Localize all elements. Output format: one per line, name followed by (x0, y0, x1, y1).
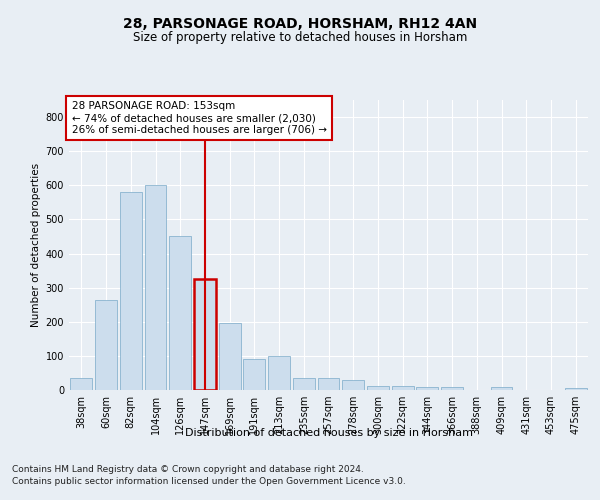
Bar (95, 300, 117, 390)
Bar (416, 386, 438, 390)
Bar (392, 386, 413, 390)
Bar (120, 192, 142, 390)
Bar (293, 378, 314, 390)
Bar (343, 380, 364, 390)
Bar (194, 279, 216, 390)
Bar (367, 386, 389, 390)
Bar (145, 186, 166, 390)
Bar (219, 324, 241, 390)
Text: Distribution of detached houses by size in Horsham: Distribution of detached houses by size … (185, 428, 473, 438)
Bar (244, 360, 265, 390)
Text: 28, PARSONAGE ROAD, HORSHAM, RH12 4AN: 28, PARSONAGE ROAD, HORSHAM, RH12 4AN (123, 18, 477, 32)
Bar (70, 378, 92, 390)
Bar (268, 356, 290, 390)
Text: Contains HM Land Registry data © Crown copyright and database right 2024.: Contains HM Land Registry data © Crown c… (12, 465, 364, 474)
Bar (441, 386, 463, 390)
Bar (565, 388, 587, 390)
Text: Contains public sector information licensed under the Open Government Licence v3: Contains public sector information licen… (12, 478, 406, 486)
Bar (317, 378, 340, 390)
Text: Size of property relative to detached houses in Horsham: Size of property relative to detached ho… (133, 31, 467, 44)
Bar (194, 279, 216, 390)
Y-axis label: Number of detached properties: Number of detached properties (31, 163, 41, 327)
Bar (491, 388, 512, 390)
Text: 28 PARSONAGE ROAD: 153sqm
← 74% of detached houses are smaller (2,030)
26% of se: 28 PARSONAGE ROAD: 153sqm ← 74% of detac… (71, 102, 326, 134)
Bar (169, 236, 191, 390)
